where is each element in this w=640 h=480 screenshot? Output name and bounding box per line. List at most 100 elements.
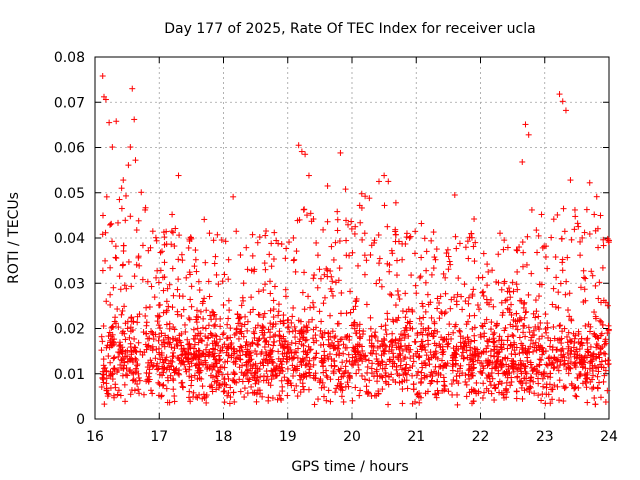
data-point-marker	[320, 359, 327, 366]
data-point-marker	[163, 385, 170, 392]
data-point-marker	[202, 259, 209, 266]
data-point-marker	[118, 356, 125, 363]
data-point-marker	[273, 372, 280, 379]
data-point-marker	[99, 338, 106, 345]
data-point-marker	[361, 230, 368, 237]
data-point-marker	[169, 211, 176, 218]
data-point-marker	[600, 242, 607, 249]
data-point-marker	[202, 325, 209, 332]
data-point-marker	[572, 383, 579, 390]
data-point-marker	[124, 325, 131, 332]
data-point-marker	[325, 387, 332, 394]
data-point-marker	[178, 312, 185, 319]
data-point-marker	[276, 363, 283, 370]
data-point-marker	[265, 394, 272, 401]
data-point-marker	[561, 385, 568, 392]
data-point-marker	[139, 276, 146, 283]
data-point-marker	[216, 368, 223, 375]
data-point-marker	[335, 342, 342, 349]
data-point-marker	[256, 234, 263, 241]
data-point-marker	[222, 238, 229, 245]
data-point-marker	[243, 359, 250, 366]
data-point-marker	[399, 386, 406, 393]
data-point-marker	[531, 365, 538, 372]
data-point-marker	[291, 387, 298, 394]
data-point-marker	[325, 330, 332, 337]
data-point-marker	[340, 398, 347, 405]
data-point-marker	[213, 373, 220, 380]
data-point-marker	[583, 206, 590, 213]
data-point-marker	[102, 96, 109, 103]
data-point-marker	[176, 371, 183, 378]
data-point-marker	[434, 328, 441, 335]
data-point-marker	[495, 279, 502, 286]
data-point-marker	[601, 372, 608, 379]
data-point-marker	[454, 291, 461, 298]
data-point-marker	[126, 334, 133, 341]
data-point-marker	[340, 341, 347, 348]
data-point-marker	[270, 342, 277, 349]
data-point-marker	[111, 394, 118, 401]
data-point-marker	[114, 391, 121, 398]
data-point-marker	[379, 374, 386, 381]
data-point-marker	[518, 297, 525, 304]
data-point-marker	[542, 325, 549, 332]
data-point-marker	[420, 314, 427, 321]
data-point-marker	[187, 345, 194, 352]
data-point-marker	[313, 239, 320, 246]
data-point-marker	[403, 361, 410, 368]
data-point-marker	[503, 379, 510, 386]
data-point-marker	[396, 296, 403, 303]
data-point-marker	[338, 393, 345, 400]
data-point-marker	[166, 325, 173, 332]
data-point-marker	[121, 282, 128, 289]
data-point-marker	[210, 312, 217, 319]
data-point-marker	[100, 362, 107, 369]
data-point-marker	[462, 298, 469, 305]
data-point-marker	[533, 347, 540, 354]
data-point-marker	[287, 346, 294, 353]
data-point-marker	[542, 311, 549, 318]
data-point-marker	[352, 298, 359, 305]
data-point-marker	[461, 281, 468, 288]
data-point-marker	[216, 356, 223, 363]
data-point-marker	[150, 336, 157, 343]
data-point-marker	[305, 386, 312, 393]
data-point-marker	[531, 331, 538, 338]
data-point-marker	[551, 382, 558, 389]
data-point-marker	[209, 308, 216, 315]
data-point-marker	[368, 393, 375, 400]
data-point-marker	[294, 355, 301, 362]
data-point-marker	[454, 401, 461, 408]
data-point-marker	[336, 368, 343, 375]
data-point-marker	[178, 251, 185, 258]
data-point-marker	[602, 336, 609, 343]
data-point-marker	[513, 395, 520, 402]
data-point-marker	[381, 172, 388, 179]
data-point-marker	[433, 370, 440, 377]
data-point-marker	[577, 238, 584, 245]
data-point-marker	[510, 365, 517, 372]
data-point-marker	[523, 370, 530, 377]
data-point-marker	[491, 329, 498, 336]
data-point-marker	[125, 162, 132, 169]
data-point-marker	[108, 220, 115, 227]
data-point-marker	[270, 338, 277, 345]
data-point-marker	[116, 349, 123, 356]
data-point-marker	[535, 375, 542, 382]
data-point-marker	[561, 325, 568, 332]
data-point-marker	[501, 237, 508, 244]
data-point-marker	[466, 375, 473, 382]
data-point-marker	[188, 382, 195, 389]
data-point-marker	[442, 290, 449, 297]
data-point-marker	[323, 265, 330, 272]
data-point-marker	[434, 295, 441, 302]
data-point-marker	[565, 355, 572, 362]
data-point-marker	[571, 206, 578, 213]
data-point-marker	[98, 347, 105, 354]
data-point-marker	[224, 392, 231, 399]
data-point-marker	[565, 370, 572, 377]
data-point-marker	[422, 308, 429, 315]
data-point-marker	[604, 302, 611, 309]
data-point-marker	[324, 218, 331, 225]
